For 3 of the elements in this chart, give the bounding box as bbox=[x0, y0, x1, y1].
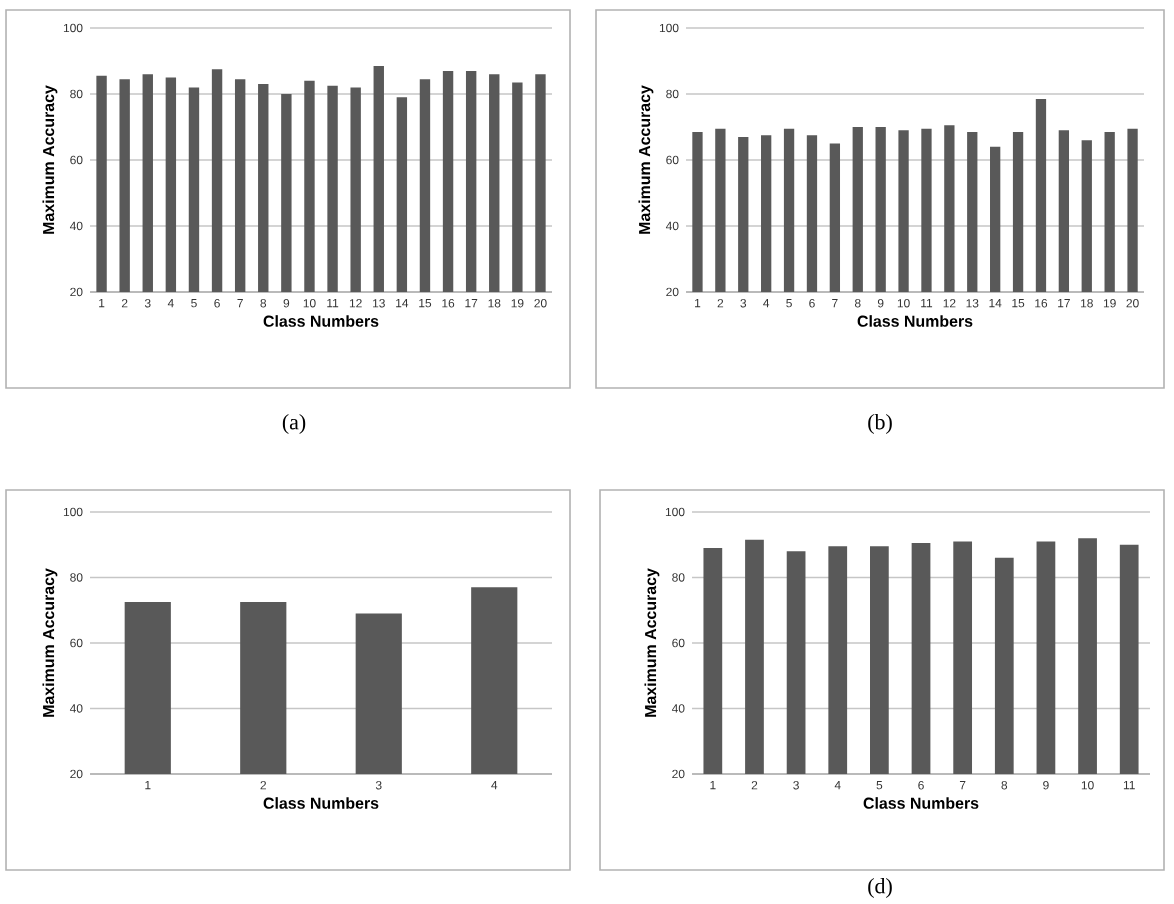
text: (b) bbox=[868, 414, 892, 434]
text: (a) bbox=[282, 414, 306, 434]
text: (d) bbox=[868, 878, 892, 898]
